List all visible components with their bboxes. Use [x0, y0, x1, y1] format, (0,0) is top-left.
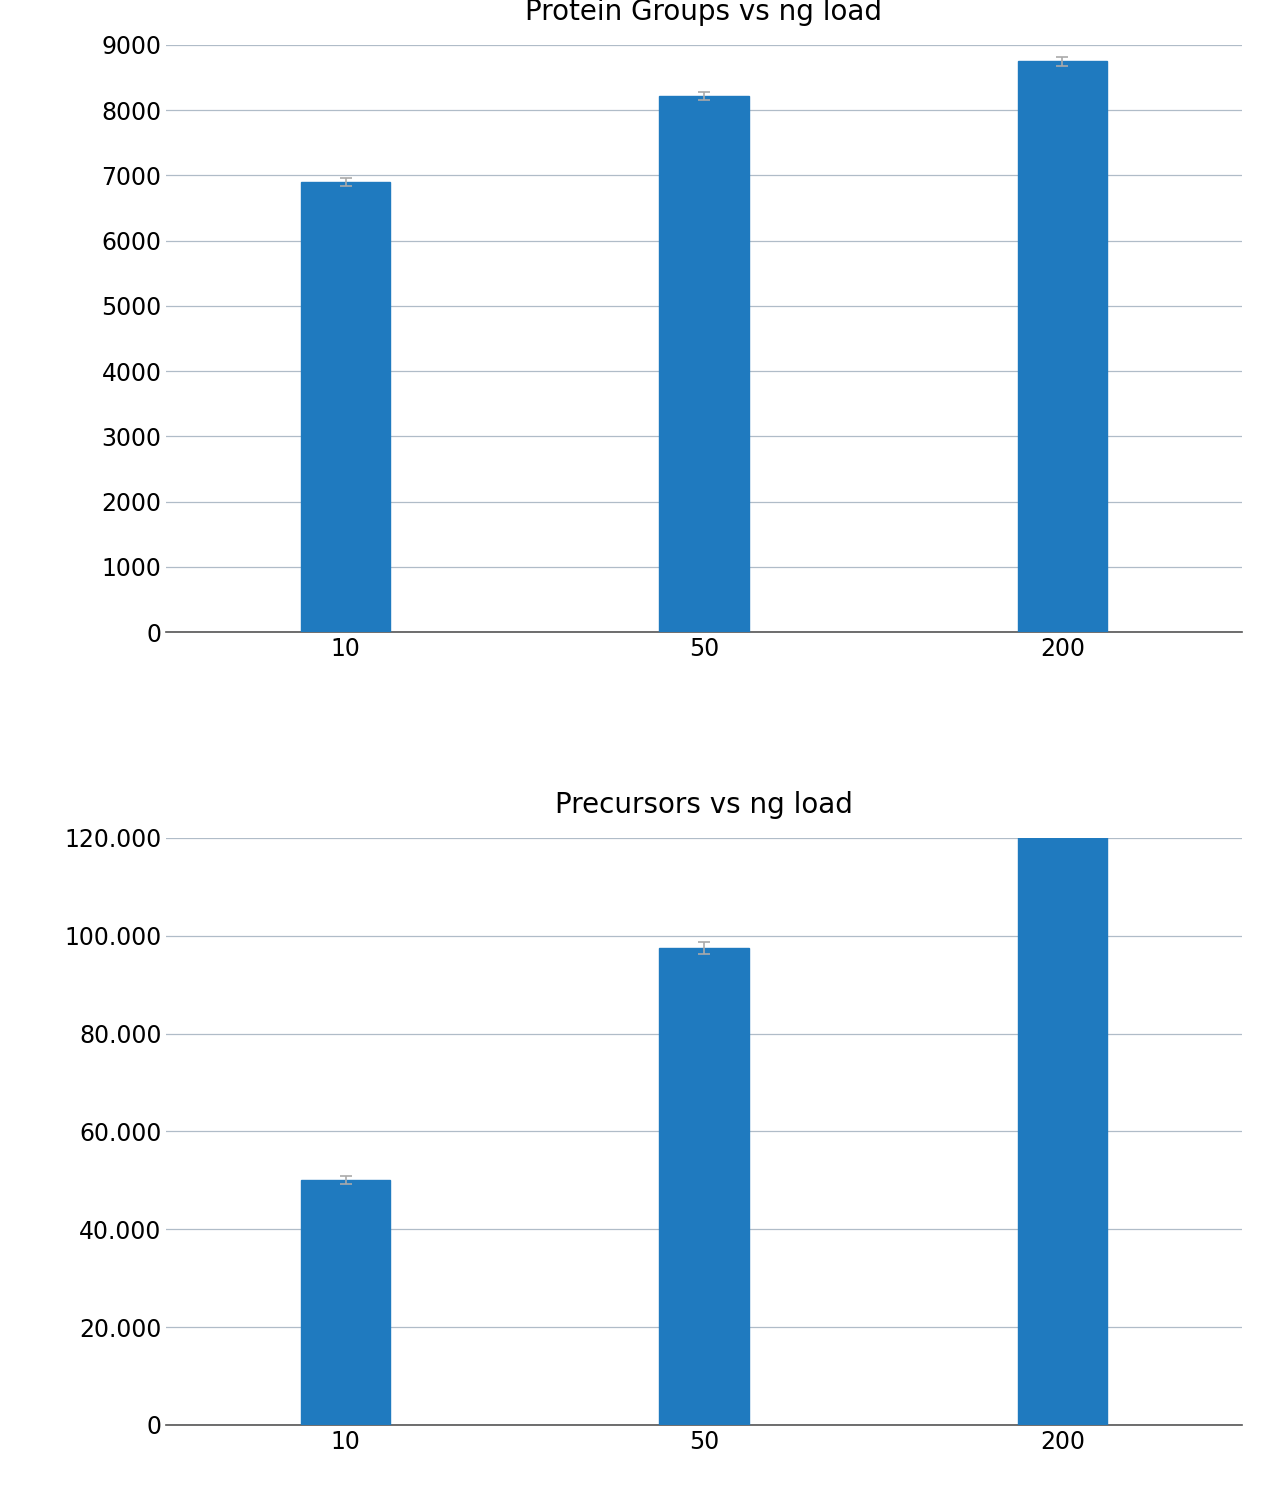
Title: Protein Groups vs ng load: Protein Groups vs ng load — [526, 0, 882, 26]
Bar — [1018, 831, 1107, 1425]
Bar — [1018, 62, 1107, 632]
Title: Precursors vs ng load: Precursors vs ng load — [556, 790, 852, 819]
Bar — [301, 1180, 390, 1425]
Bar — [659, 96, 749, 632]
Bar — [659, 948, 749, 1425]
Bar — [301, 182, 390, 632]
